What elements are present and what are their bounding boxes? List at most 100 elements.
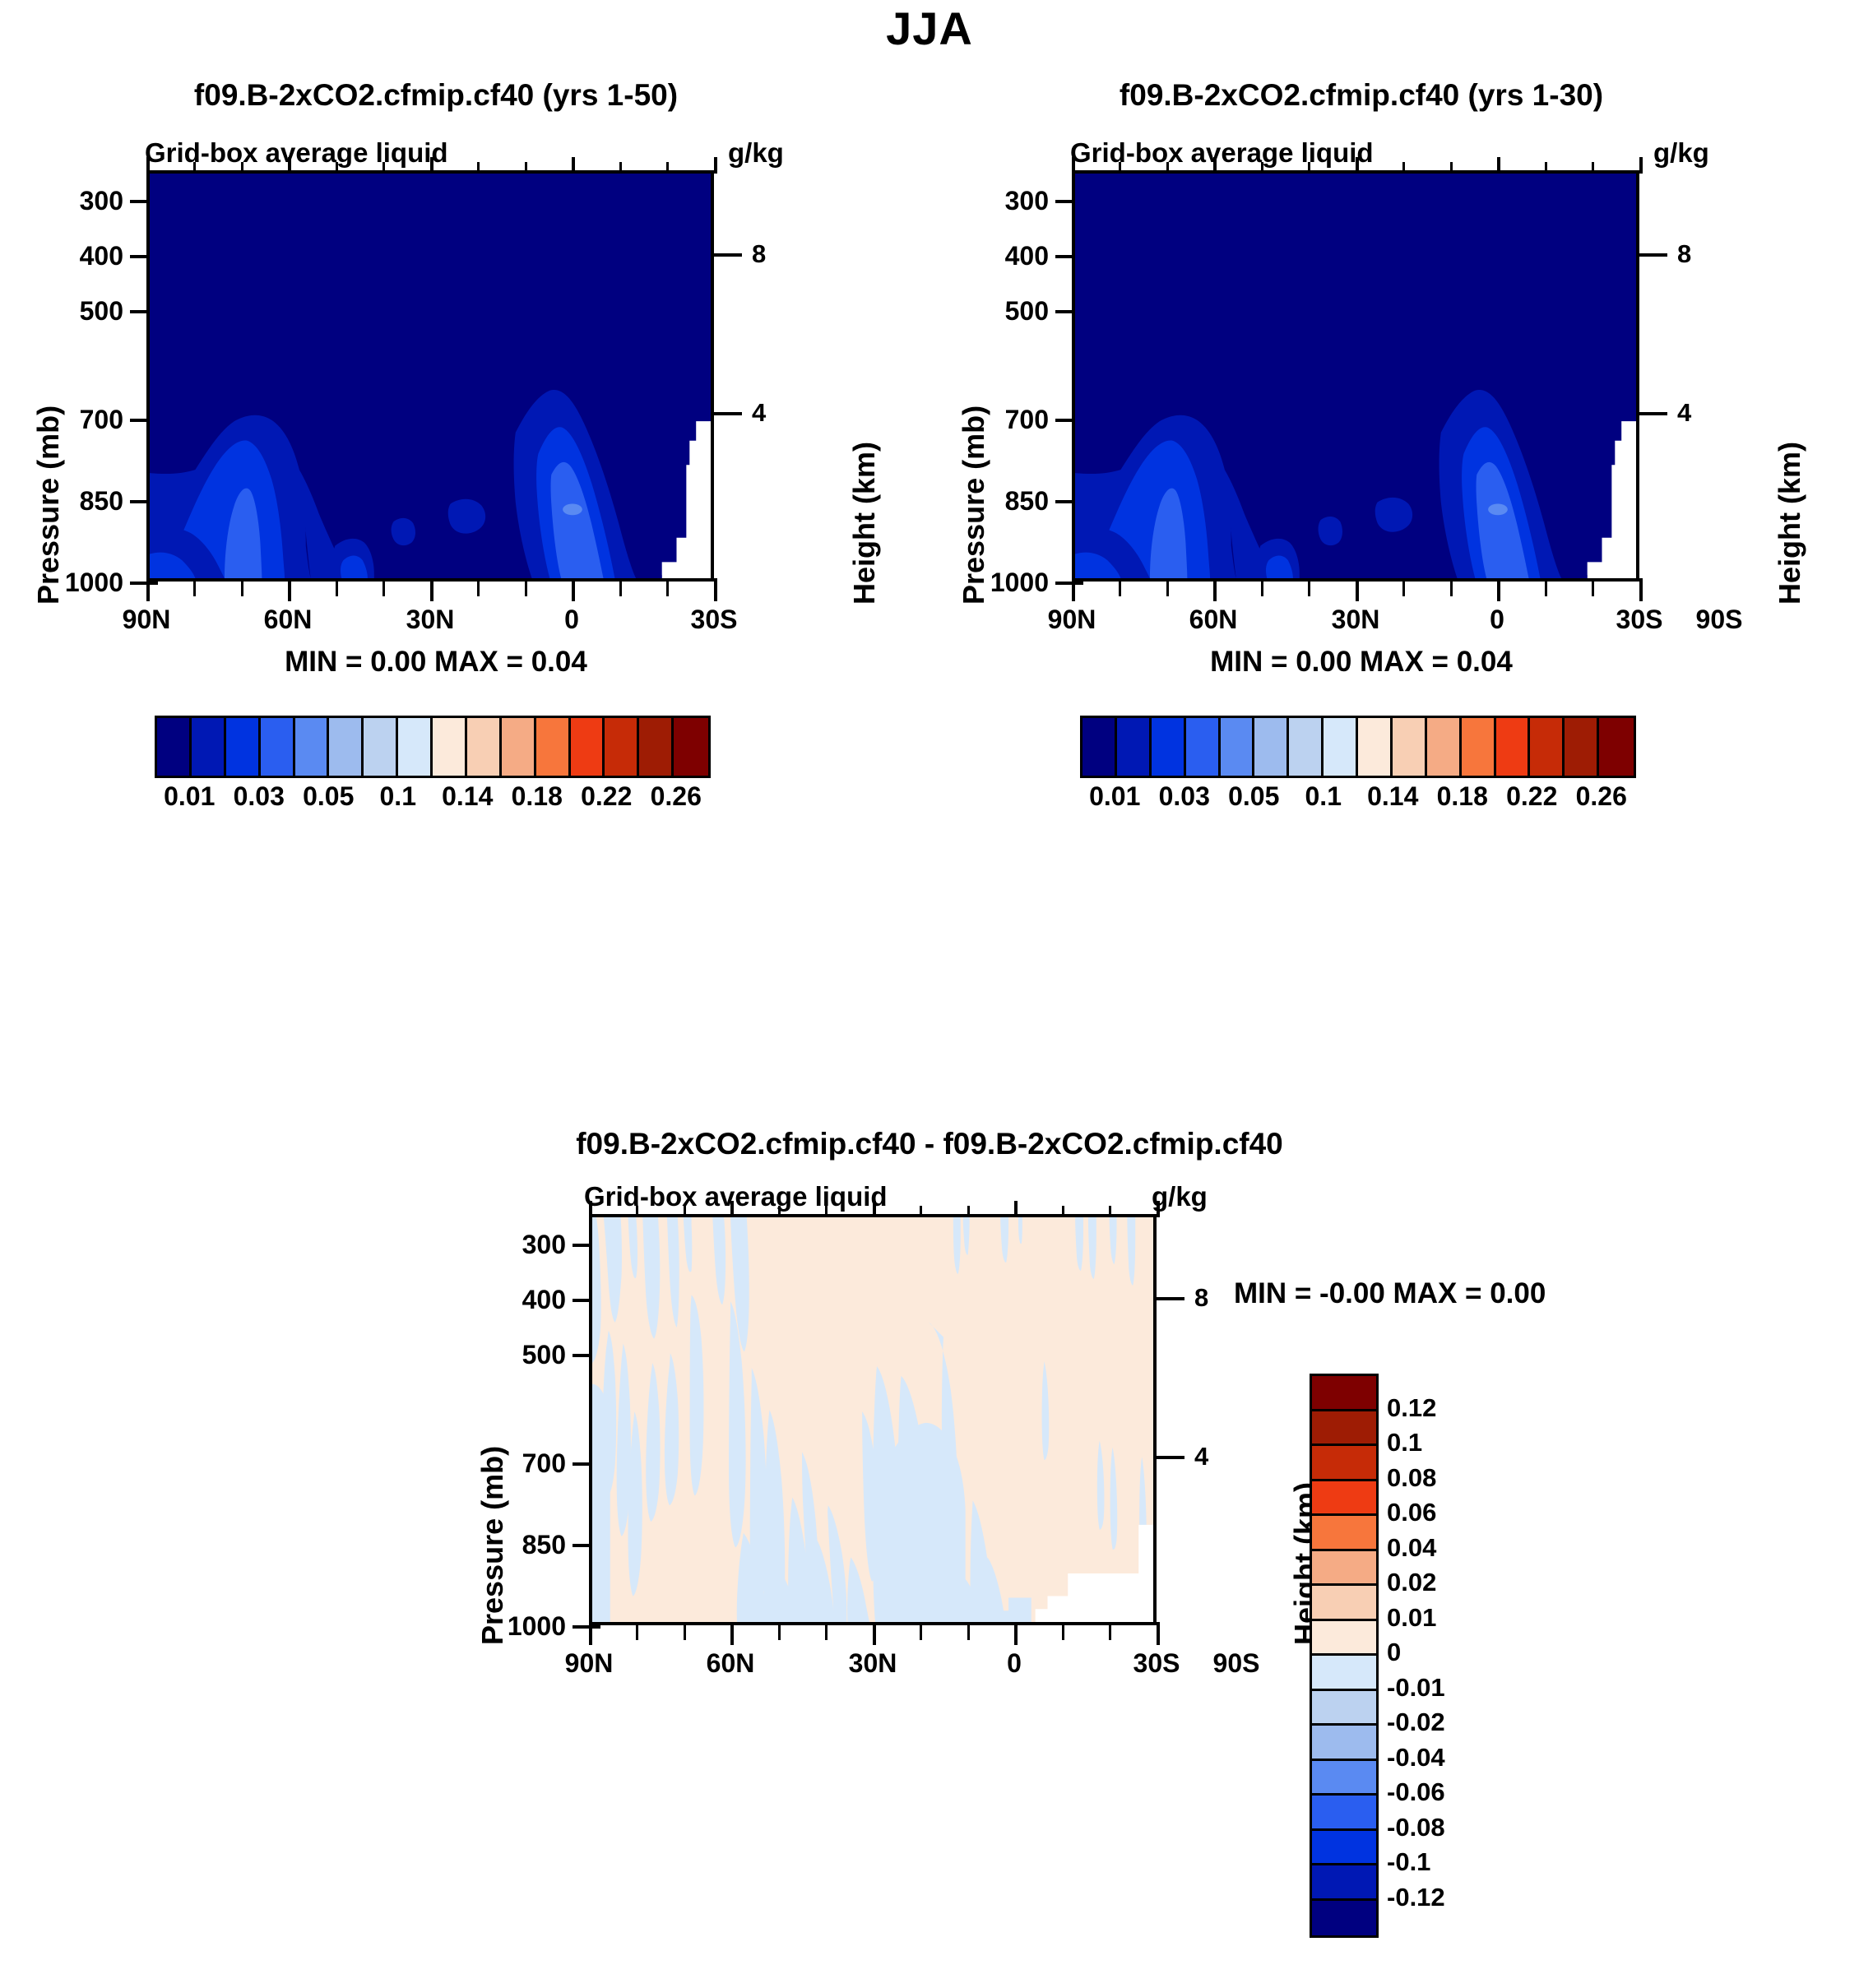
colorbar-swatch[interactable]	[1220, 718, 1255, 776]
colorbar-tick-label: 0.12	[1387, 1393, 1437, 1422]
colorbar-swatch[interactable]	[1426, 718, 1462, 776]
colorbar-swatch[interactable]	[501, 718, 536, 776]
xtick-label-0: 0	[1007, 1648, 1022, 1678]
colorbar-swatch[interactable]	[674, 718, 708, 776]
xtick-label-30N: 30N	[848, 1648, 897, 1678]
colorbar-swatch[interactable]	[294, 718, 330, 776]
xtick-mark-90N	[589, 1622, 592, 1645]
colorbar-difference-labels: 0.12 0.1 0.08 0.06 0.04 0.02 0.01 0 -0.01 -0.02 -0…	[1387, 1374, 1535, 1933]
panel-bottom-minmax: MIN = -0.00 MAX = 0.00	[1234, 1277, 1546, 1309]
ytick-label-400: 400	[1004, 241, 1049, 271]
colorbar-swatch[interactable]	[1116, 718, 1152, 776]
panel-top-left-plot-area[interactable]	[146, 170, 714, 582]
colorbar-swatch[interactable]	[1289, 718, 1324, 776]
colorbar-swatch[interactable]	[1312, 1760, 1376, 1796]
panel-top-right-y2-axis-title: Height (km)	[1773, 442, 1806, 605]
colorbar-difference[interactable]	[1310, 1374, 1379, 1938]
colorbar-top-left[interactable]	[155, 716, 711, 778]
xtick-top-minor-2	[241, 162, 243, 174]
ytick-mark-400	[1055, 255, 1083, 258]
colorbar-swatch[interactable]	[329, 718, 364, 776]
ytick-label-500: 500	[79, 296, 123, 326]
colorbar-swatch[interactable]	[1312, 1481, 1376, 1516]
colorbar-swatch[interactable]	[1565, 718, 1600, 776]
colorbar-swatch[interactable]	[225, 718, 261, 776]
colorbar-swatch[interactable]	[1392, 718, 1427, 776]
colorbar-swatch[interactable]	[1312, 1796, 1376, 1831]
panel-bottom-plot-area[interactable]	[589, 1214, 1157, 1625]
colorbar-swatch[interactable]	[1358, 718, 1393, 776]
xtick-minor-b3	[336, 582, 338, 596]
colorbar-swatch[interactable]	[1312, 1830, 1376, 1865]
xtick-minor-b8	[666, 582, 669, 596]
panel-top-right-plot-area[interactable]	[1072, 170, 1639, 582]
xtick-mark-30S	[1639, 578, 1643, 601]
colorbar-swatch[interactable]	[1312, 1516, 1376, 1551]
xtick-minor-b5	[477, 582, 480, 596]
colorbar-swatch[interactable]	[1312, 1865, 1376, 1901]
colorbar-swatch[interactable]	[1312, 1900, 1376, 1935]
xtick-minor-b8	[1592, 582, 1594, 596]
colorbar-tick-label: 0.22	[581, 781, 633, 811]
xtick-label-90N: 90N	[1047, 605, 1096, 634]
ytick-label-300: 300	[79, 186, 123, 215]
xtick-label-30S: 30S	[1616, 605, 1663, 634]
ytick-mark-850	[130, 500, 158, 503]
colorbar-tick-label: -0.01	[1387, 1672, 1445, 1702]
colorbar-tick-label: -0.02	[1387, 1708, 1445, 1736]
colorbar-swatch[interactable]	[1495, 718, 1531, 776]
xtick-top-minor-6	[1450, 162, 1453, 174]
panel-top-right-units-label: g/kg	[1653, 137, 1709, 168]
colorbar-swatch[interactable]	[1082, 718, 1117, 776]
colorbar-swatch[interactable]	[364, 718, 399, 776]
colorbar-swatch[interactable]	[1312, 1411, 1376, 1446]
xtick-label-90N: 90N	[564, 1648, 614, 1678]
xtick-label-0: 0	[564, 605, 579, 634]
colorbar-swatch[interactable]	[1324, 718, 1358, 776]
colorbar-swatch[interactable]	[157, 718, 192, 776]
xtick-label-90N: 90N	[122, 605, 171, 634]
colorbar-swatch[interactable]	[605, 718, 640, 776]
y2tick-mark-8	[1157, 1297, 1184, 1300]
ytick-mark-1000	[573, 1625, 600, 1629]
colorbar-swatch[interactable]	[1312, 1376, 1376, 1411]
colorbar-top-right[interactable]	[1080, 716, 1636, 778]
xtick-top-30N	[430, 157, 433, 174]
xtick-minor-b8	[1109, 1625, 1111, 1640]
xtick-top-30N	[1356, 157, 1359, 174]
colorbar-swatch[interactable]	[1151, 718, 1186, 776]
xtick-minor-b6	[967, 1625, 970, 1640]
panel-top-left-y2-axis-title: Height (km)	[847, 442, 881, 605]
colorbar-swatch[interactable]	[1461, 718, 1496, 776]
colorbar-swatch[interactable]	[1312, 1550, 1376, 1586]
panel-bottom-units-label: g/kg	[1152, 1181, 1208, 1212]
colorbar-swatch[interactable]	[191, 718, 226, 776]
colorbar-swatch[interactable]	[1185, 718, 1221, 776]
colorbar-swatch[interactable]	[1312, 1726, 1376, 1761]
colorbar-swatch[interactable]	[1312, 1656, 1376, 1691]
colorbar-swatch[interactable]	[1312, 1586, 1376, 1621]
colorbar-swatch[interactable]	[570, 718, 605, 776]
colorbar-tick-label: 0.1	[379, 781, 416, 811]
colorbar-swatch[interactable]	[433, 718, 467, 776]
colorbar-swatch[interactable]	[260, 718, 295, 776]
colorbar-swatch[interactable]	[1312, 1620, 1376, 1656]
colorbar-swatch[interactable]	[1599, 718, 1634, 776]
colorbar-swatch[interactable]	[1254, 718, 1290, 776]
colorbar-swatch[interactable]	[1530, 718, 1565, 776]
panel-top-right-contour-field	[1075, 174, 1636, 578]
ytick-label-850: 850	[79, 486, 123, 516]
xtick-label-0: 0	[1490, 605, 1504, 634]
colorbar-swatch[interactable]	[398, 718, 433, 776]
colorbar-swatch[interactable]	[1312, 1690, 1376, 1726]
panel-top-right: f09.B-2xCO2.cfmip.cf40 (yrs 1-30) Grid-b…	[925, 78, 1806, 1073]
xtick-top-60N	[288, 157, 291, 174]
xtick-mark-90N	[1072, 578, 1075, 601]
colorbar-swatch[interactable]	[535, 718, 571, 776]
colorbar-swatch[interactable]	[466, 718, 502, 776]
colorbar-swatch[interactable]	[1312, 1446, 1376, 1481]
ytick-mark-1000	[1055, 582, 1083, 585]
colorbar-swatch[interactable]	[639, 718, 675, 776]
colorbar-tick-label: -0.1	[1387, 1847, 1431, 1876]
